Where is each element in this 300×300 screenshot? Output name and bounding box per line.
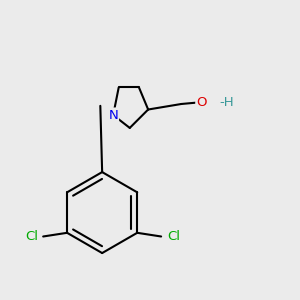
Text: Cl: Cl xyxy=(25,230,38,243)
Text: N: N xyxy=(108,109,118,122)
Text: Cl: Cl xyxy=(167,230,181,243)
Text: -H: -H xyxy=(219,96,234,109)
Text: O: O xyxy=(196,96,207,109)
